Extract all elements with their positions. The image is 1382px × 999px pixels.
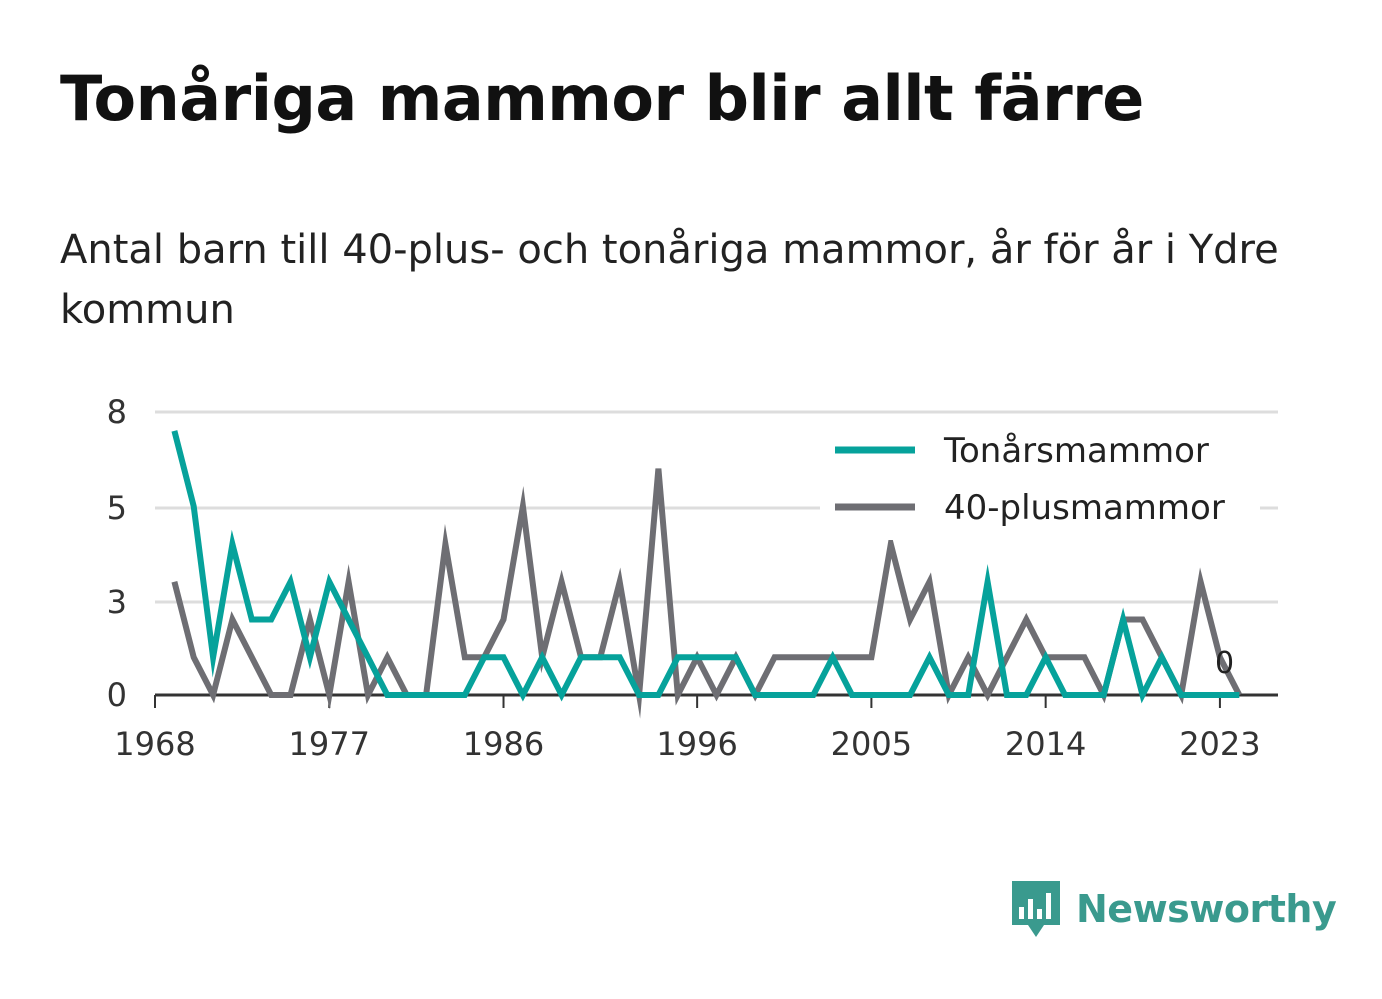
x-tick-label: 2005 (831, 725, 912, 763)
y-axis-ticks: 0 3 5 8 (107, 393, 127, 714)
x-tick-label: 1968 (114, 725, 195, 763)
x-tick-label: 1986 (463, 725, 544, 763)
chart-title: Tonåriga mammor blir allt färre (60, 62, 1144, 135)
brand-name: Newsworthy (1076, 887, 1337, 931)
y-tick-label: 8 (107, 393, 127, 431)
x-tick-label: 2014 (1005, 725, 1086, 763)
y-tick-label: 0 (107, 676, 127, 714)
newsworthy-logo: Newsworthy (1010, 878, 1337, 940)
chart-subtitle: Antal barn till 40-plus- och tonåriga ma… (60, 227, 1279, 333)
x-tick-label: 2023 (1179, 725, 1260, 763)
legend: Tonårsmammor 40-plusmammor (820, 425, 1260, 540)
legend-background (820, 425, 1260, 540)
legend-label: 40-plusmammor (944, 488, 1225, 528)
x-tick-label: 1977 (289, 725, 370, 763)
x-axis-ticks: 1968 1977 1986 1996 2005 2014 2023 (114, 695, 1261, 763)
y-tick-label: 3 (107, 583, 127, 621)
series-line-40-plusmammor (171, 468, 1242, 719)
y-tick-label: 5 (107, 489, 127, 527)
x-tick-label: 1996 (656, 725, 737, 763)
legend-label: Tonårsmammor (943, 431, 1209, 471)
series-line-tonarsmammor (171, 430, 1240, 704)
series-lines (171, 430, 1242, 719)
newsworthy-logo-icon (1012, 881, 1060, 937)
end-value-label: 0 (1215, 646, 1234, 681)
